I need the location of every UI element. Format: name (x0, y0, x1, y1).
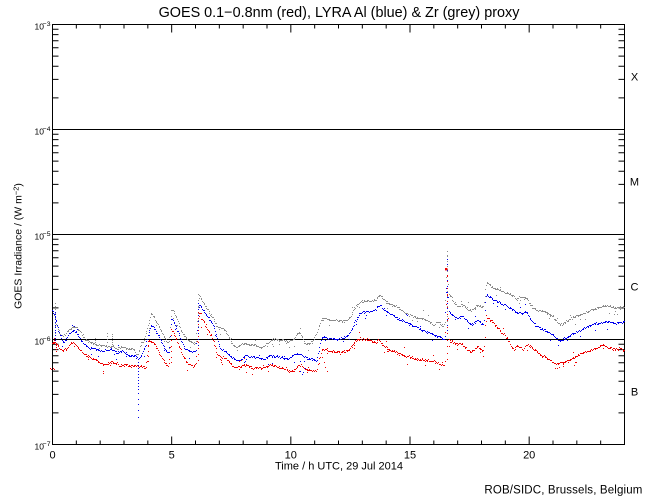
svg-text:20: 20 (523, 450, 535, 462)
svg-text:GOES 0.1−0.8nm (red), LYRA Al: GOES 0.1−0.8nm (red), LYRA Al (blue) & Z… (159, 5, 521, 21)
svg-text:C: C (631, 282, 639, 294)
svg-text:B: B (631, 387, 638, 399)
svg-text:10: 10 (35, 22, 45, 32)
svg-text:−3: −3 (43, 21, 51, 28)
svg-text:10: 10 (285, 450, 297, 462)
svg-text:10: 10 (35, 232, 45, 242)
svg-text:10: 10 (35, 337, 45, 347)
svg-text:10: 10 (35, 442, 45, 452)
svg-text:15: 15 (404, 450, 416, 462)
svg-text:−7: −7 (43, 441, 51, 448)
svg-text:−6: −6 (43, 336, 51, 343)
svg-text:−4: −4 (43, 126, 51, 133)
svg-text:M: M (630, 177, 639, 189)
svg-text:GOES Irradiance / (W m−2): GOES Irradiance / (W m−2) (12, 183, 25, 309)
svg-text:Time / h UTC, 29 Jul 2014: Time / h UTC, 29 Jul 2014 (275, 461, 403, 473)
svg-text:X: X (631, 72, 639, 84)
svg-text:5: 5 (169, 450, 175, 462)
svg-text:10: 10 (35, 127, 45, 137)
svg-text:0: 0 (49, 450, 55, 462)
svg-text:−5: −5 (43, 231, 51, 238)
svg-text:ROB/SIDC, Brussels, Belgium: ROB/SIDC, Brussels, Belgium (484, 485, 642, 497)
